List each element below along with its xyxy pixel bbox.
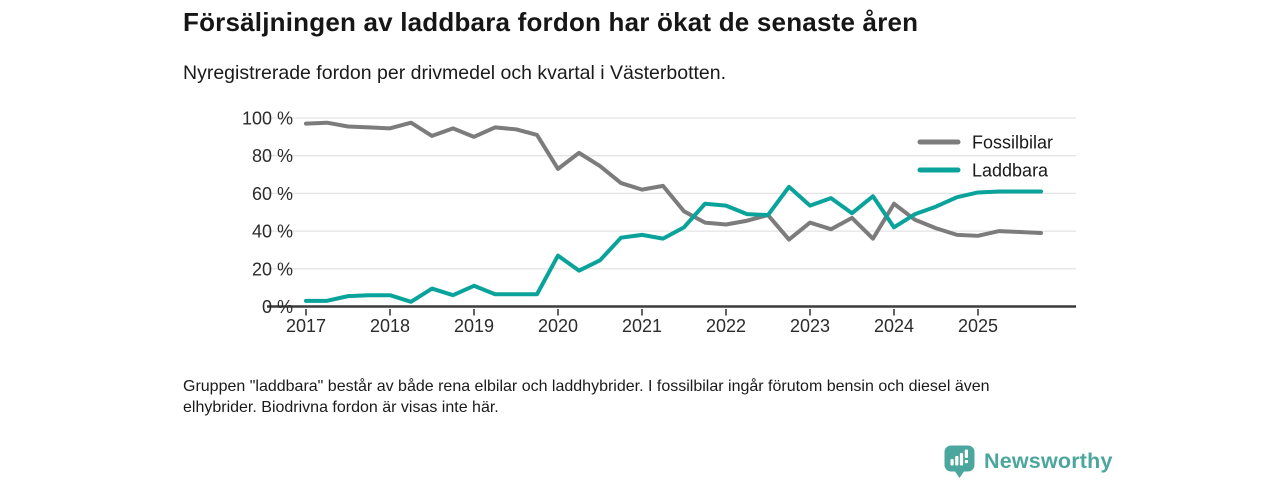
logo-bar-2 [955, 456, 959, 466]
x-tick-label: 2020 [538, 316, 578, 336]
x-tick-label: 2021 [622, 316, 662, 336]
legend-label-fossilbilar: Fossilbilar [972, 133, 1053, 153]
series-line-fossilbilar [304, 120, 1043, 242]
x-tick-label: 2025 [958, 316, 998, 336]
newsworthy-logo: Newsworthy [944, 445, 1113, 478]
y-tick-label: 60 % [252, 184, 293, 204]
y-tick-label: 80 % [252, 146, 293, 166]
newsworthy-logo-text: Newsworthy [984, 449, 1113, 473]
y-tick-label: 20 % [252, 259, 293, 279]
newsworthy-logo-icon [944, 445, 975, 478]
logo-bar-1 [950, 459, 954, 466]
chart-title: Försäljningen av laddbara fordon har öka… [183, 7, 919, 37]
footnote-line-2: elhybrider. Biodrivna fordon är visas in… [183, 399, 499, 416]
footnote-line-1: Gruppen "laddbara" består av både rena e… [183, 378, 990, 395]
series-line-laddbara [304, 184, 1043, 304]
logo-bubble [944, 445, 975, 472]
x-tick-label: 2023 [790, 316, 830, 336]
x-tick-label: 2022 [706, 316, 746, 336]
chart-footnote: Gruppen "laddbara" består av både rena e… [183, 376, 1103, 418]
x-tick-label: 2018 [370, 316, 410, 336]
chart-subtitle: Nyregistrerade fordon per drivmedel och … [183, 62, 727, 84]
x-tick-label: 2017 [286, 316, 326, 336]
y-tick-label: 100 % [242, 109, 293, 129]
legend-label-laddbara: Laddbara [972, 161, 1049, 181]
logo-exclamation-bar [964, 449, 968, 458]
logo-bar-3 [959, 453, 964, 466]
y-tick-label: 0 % [262, 297, 293, 317]
x-tick-label: 2024 [874, 316, 914, 336]
logo-exclamation-dot [964, 460, 968, 464]
logo-bubble-tail [954, 470, 965, 478]
y-tick-label: 40 % [252, 222, 293, 242]
x-tick-label: 2019 [454, 316, 494, 336]
